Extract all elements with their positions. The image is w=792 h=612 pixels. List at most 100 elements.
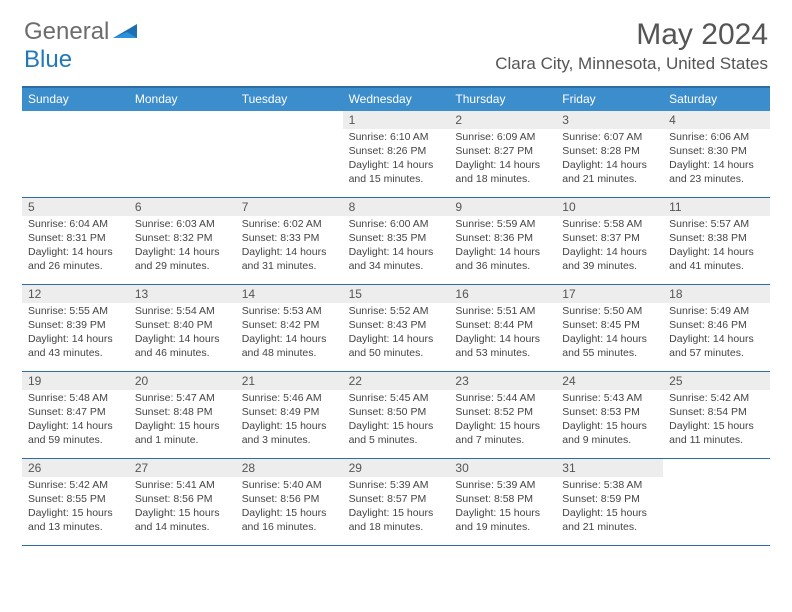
day-body: Sunrise: 6:04 AMSunset: 8:31 PMDaylight:… — [22, 216, 129, 277]
sunrise-text: Sunrise: 5:42 AM — [28, 479, 123, 493]
day-number: 2 — [449, 111, 556, 129]
day-cell: 26Sunrise: 5:42 AMSunset: 8:55 PMDayligh… — [22, 459, 129, 545]
daylight-text: Daylight: 14 hours and 48 minutes. — [242, 333, 337, 361]
day-cell: 2Sunrise: 6:09 AMSunset: 8:27 PMDaylight… — [449, 111, 556, 197]
sunrise-text: Sunrise: 6:07 AM — [562, 131, 657, 145]
day-cell: 10 Sunrise: 5:58 AMSunset: 8:37 PMDayligh… — [556, 198, 663, 284]
sunrise-text: Sunrise: 5:39 AM — [349, 479, 444, 493]
daylight-text: Daylight: 15 hours and 18 minutes. — [349, 507, 444, 535]
day-number: 26 — [22, 459, 129, 477]
day-number: 13 — [129, 285, 236, 303]
daylight-text: Daylight: 14 hours and 18 minutes. — [455, 159, 550, 187]
day-body: Sunrise: 5:49 AMSunset: 8:46 PMDaylight:… — [663, 303, 770, 364]
daylight-text: Daylight: 14 hours and 21 minutes. — [562, 159, 657, 187]
day-body: Sunrise: 5:52 AMSunset: 8:43 PMDaylight:… — [343, 303, 450, 364]
day-body: Sunrise: 5:53 AMSunset: 8:42 PMDaylight:… — [236, 303, 343, 364]
weekday-sat: Saturday — [663, 88, 770, 111]
sunset-text: Sunset: 8:47 PM — [28, 406, 123, 420]
day-number: 5 — [22, 198, 129, 216]
sunrise-text: Sunrise: 5:55 AM — [28, 305, 123, 319]
day-body: Sunrise: 5:59 AMSunset: 8:36 PMDaylight:… — [449, 216, 556, 277]
daylight-text: Daylight: 15 hours and 14 minutes. — [135, 507, 230, 535]
header: General May 2024 Clara City, Minnesota, … — [0, 0, 792, 78]
day-body: Sunrise: 5:39 AMSunset: 8:57 PMDaylight:… — [343, 477, 450, 538]
sunrise-text: Sunrise: 5:58 AM — [562, 218, 657, 232]
daylight-text: Daylight: 15 hours and 5 minutes. — [349, 420, 444, 448]
sunset-text: Sunset: 8:35 PM — [349, 232, 444, 246]
sunset-text: Sunset: 8:33 PM — [242, 232, 337, 246]
sunset-text: Sunset: 8:45 PM — [562, 319, 657, 333]
sunset-text: Sunset: 8:56 PM — [242, 493, 337, 507]
week-row: 26Sunrise: 5:42 AMSunset: 8:55 PMDayligh… — [22, 459, 770, 546]
sunset-text: Sunset: 8:53 PM — [562, 406, 657, 420]
sunrise-text: Sunrise: 5:54 AM — [135, 305, 230, 319]
sunrise-text: Sunrise: 6:02 AM — [242, 218, 337, 232]
day-cell: 3Sunrise: 6:07 AMSunset: 8:28 PMDaylight… — [556, 111, 663, 197]
day-cell: 18Sunrise: 5:49 AMSunset: 8:46 PMDayligh… — [663, 285, 770, 371]
day-number: 8 — [343, 198, 450, 216]
day-body: Sunrise: 5:55 AMSunset: 8:39 PMDaylight:… — [22, 303, 129, 364]
sunset-text: Sunset: 8:39 PM — [28, 319, 123, 333]
calendar: Sunday Monday Tuesday Wednesday Thursday… — [22, 86, 770, 546]
weekday-thu: Thursday — [449, 88, 556, 111]
week-row: 19Sunrise: 5:48 AMSunset: 8:47 PMDayligh… — [22, 372, 770, 459]
day-cell: 16Sunrise: 5:51 AMSunset: 8:44 PMDayligh… — [449, 285, 556, 371]
daylight-text: Daylight: 14 hours and 26 minutes. — [28, 246, 123, 274]
daylight-text: Daylight: 14 hours and 59 minutes. — [28, 420, 123, 448]
sunrise-text: Sunrise: 5:38 AM — [562, 479, 657, 493]
day-body: Sunrise: 5:42 AMSunset: 8:54 PMDaylight:… — [663, 390, 770, 451]
sunrise-text: Sunrise: 5:50 AM — [562, 305, 657, 319]
day-body: Sunrise: 5:47 AMSunset: 8:48 PMDaylight:… — [129, 390, 236, 451]
day-body: Sunrise: 5:54 AMSunset: 8:40 PMDaylight:… — [129, 303, 236, 364]
day-cell: 28Sunrise: 5:40 AMSunset: 8:56 PMDayligh… — [236, 459, 343, 545]
day-body: Sunrise: 6:10 AMSunset: 8:26 PMDaylight:… — [343, 129, 450, 190]
sunrise-text: Sunrise: 5:45 AM — [349, 392, 444, 406]
sunrise-text: Sunrise: 5:39 AM — [455, 479, 550, 493]
sunset-text: Sunset: 8:48 PM — [135, 406, 230, 420]
day-number: 7 — [236, 198, 343, 216]
daylight-text: Daylight: 14 hours and 53 minutes. — [455, 333, 550, 361]
daylight-text: Daylight: 14 hours and 29 minutes. — [135, 246, 230, 274]
daylight-text: Daylight: 14 hours and 50 minutes. — [349, 333, 444, 361]
sunset-text: Sunset: 8:32 PM — [135, 232, 230, 246]
day-cell: 12Sunrise: 5:55 AMSunset: 8:39 PMDayligh… — [22, 285, 129, 371]
day-number: 24 — [556, 372, 663, 390]
day-cell: 25Sunrise: 5:42 AMSunset: 8:54 PMDayligh… — [663, 372, 770, 458]
sunrise-text: Sunrise: 5:51 AM — [455, 305, 550, 319]
day-number: 14 — [236, 285, 343, 303]
day-number: 9 — [449, 198, 556, 216]
sunrise-text: Sunrise: 5:44 AM — [455, 392, 550, 406]
sunset-text: Sunset: 8:42 PM — [242, 319, 337, 333]
sunrise-text: Sunrise: 5:49 AM — [669, 305, 764, 319]
day-body: Sunrise: 6:00 AMSunset: 8:35 PMDaylight:… — [343, 216, 450, 277]
day-cell — [663, 459, 770, 545]
week-row: 5Sunrise: 6:04 AMSunset: 8:31 PMDaylight… — [22, 198, 770, 285]
daylight-text: Daylight: 15 hours and 3 minutes. — [242, 420, 337, 448]
day-cell: 8Sunrise: 6:00 AMSunset: 8:35 PMDaylight… — [343, 198, 450, 284]
day-cell: 6Sunrise: 6:03 AMSunset: 8:32 PMDaylight… — [129, 198, 236, 284]
day-number: 29 — [343, 459, 450, 477]
day-cell: 7Sunrise: 6:02 AMSunset: 8:33 PMDaylight… — [236, 198, 343, 284]
sunset-text: Sunset: 8:37 PM — [562, 232, 657, 246]
day-number: 15 — [343, 285, 450, 303]
day-cell: 5Sunrise: 6:04 AMSunset: 8:31 PMDaylight… — [22, 198, 129, 284]
daylight-text: Daylight: 15 hours and 16 minutes. — [242, 507, 337, 535]
sunset-text: Sunset: 8:52 PM — [455, 406, 550, 420]
day-cell: 21Sunrise: 5:46 AMSunset: 8:49 PMDayligh… — [236, 372, 343, 458]
sunrise-text: Sunrise: 5:40 AM — [242, 479, 337, 493]
daylight-text: Daylight: 14 hours and 39 minutes. — [562, 246, 657, 274]
logo-text-general: General — [24, 18, 109, 46]
day-number: 30 — [449, 459, 556, 477]
day-number: 10 — [556, 198, 663, 216]
day-cell: 17Sunrise: 5:50 AMSunset: 8:45 PMDayligh… — [556, 285, 663, 371]
day-body: Sunrise: 5:42 AMSunset: 8:55 PMDaylight:… — [22, 477, 129, 538]
day-body: Sunrise: 6:03 AMSunset: 8:32 PMDaylight:… — [129, 216, 236, 277]
daylight-text: Daylight: 15 hours and 21 minutes. — [562, 507, 657, 535]
daylight-text: Daylight: 15 hours and 19 minutes. — [455, 507, 550, 535]
day-body: Sunrise: 5:39 AMSunset: 8:58 PMDaylight:… — [449, 477, 556, 538]
day-number: 12 — [22, 285, 129, 303]
day-body: Sunrise: 5:45 AMSunset: 8:50 PMDaylight:… — [343, 390, 450, 451]
sunset-text: Sunset: 8:50 PM — [349, 406, 444, 420]
sunset-text: Sunset: 8:54 PM — [669, 406, 764, 420]
sunrise-text: Sunrise: 5:47 AM — [135, 392, 230, 406]
